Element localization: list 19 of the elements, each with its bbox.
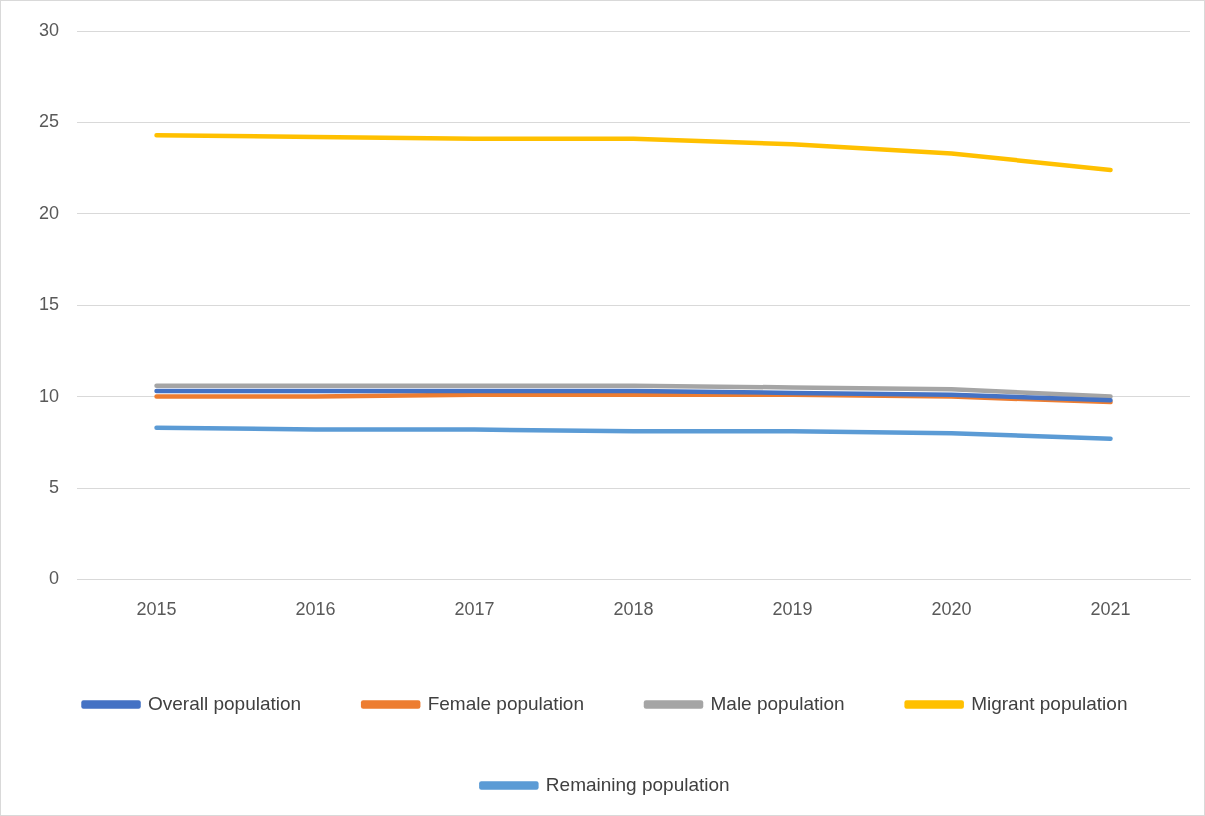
x-tick-label: 2021 [1090,599,1131,620]
x-tick-label: 2018 [613,599,654,620]
y-tick-label: 15 [38,294,60,315]
legend-label: Overall population [148,692,302,714]
y-tick-label: 0 [49,568,60,589]
y-tick-label: 10 [38,385,60,406]
x-tick-label: 2016 [295,599,336,620]
legend-label: Female population [427,692,584,714]
x-tick-label: 2020 [931,599,972,620]
y-tick-label: 20 [38,202,60,223]
y-tick-label: 25 [38,111,60,132]
x-tick-label: 2015 [136,599,177,620]
legend-label: Male population [710,692,845,714]
legend-label: Migrant population [971,692,1128,714]
legend-label: Remaining population [545,773,730,795]
x-tick-label: 2017 [454,599,495,620]
x-tick-label: 2019 [772,599,813,620]
y-tick-label: 5 [49,476,60,497]
y-tick-label: 30 [38,19,60,40]
